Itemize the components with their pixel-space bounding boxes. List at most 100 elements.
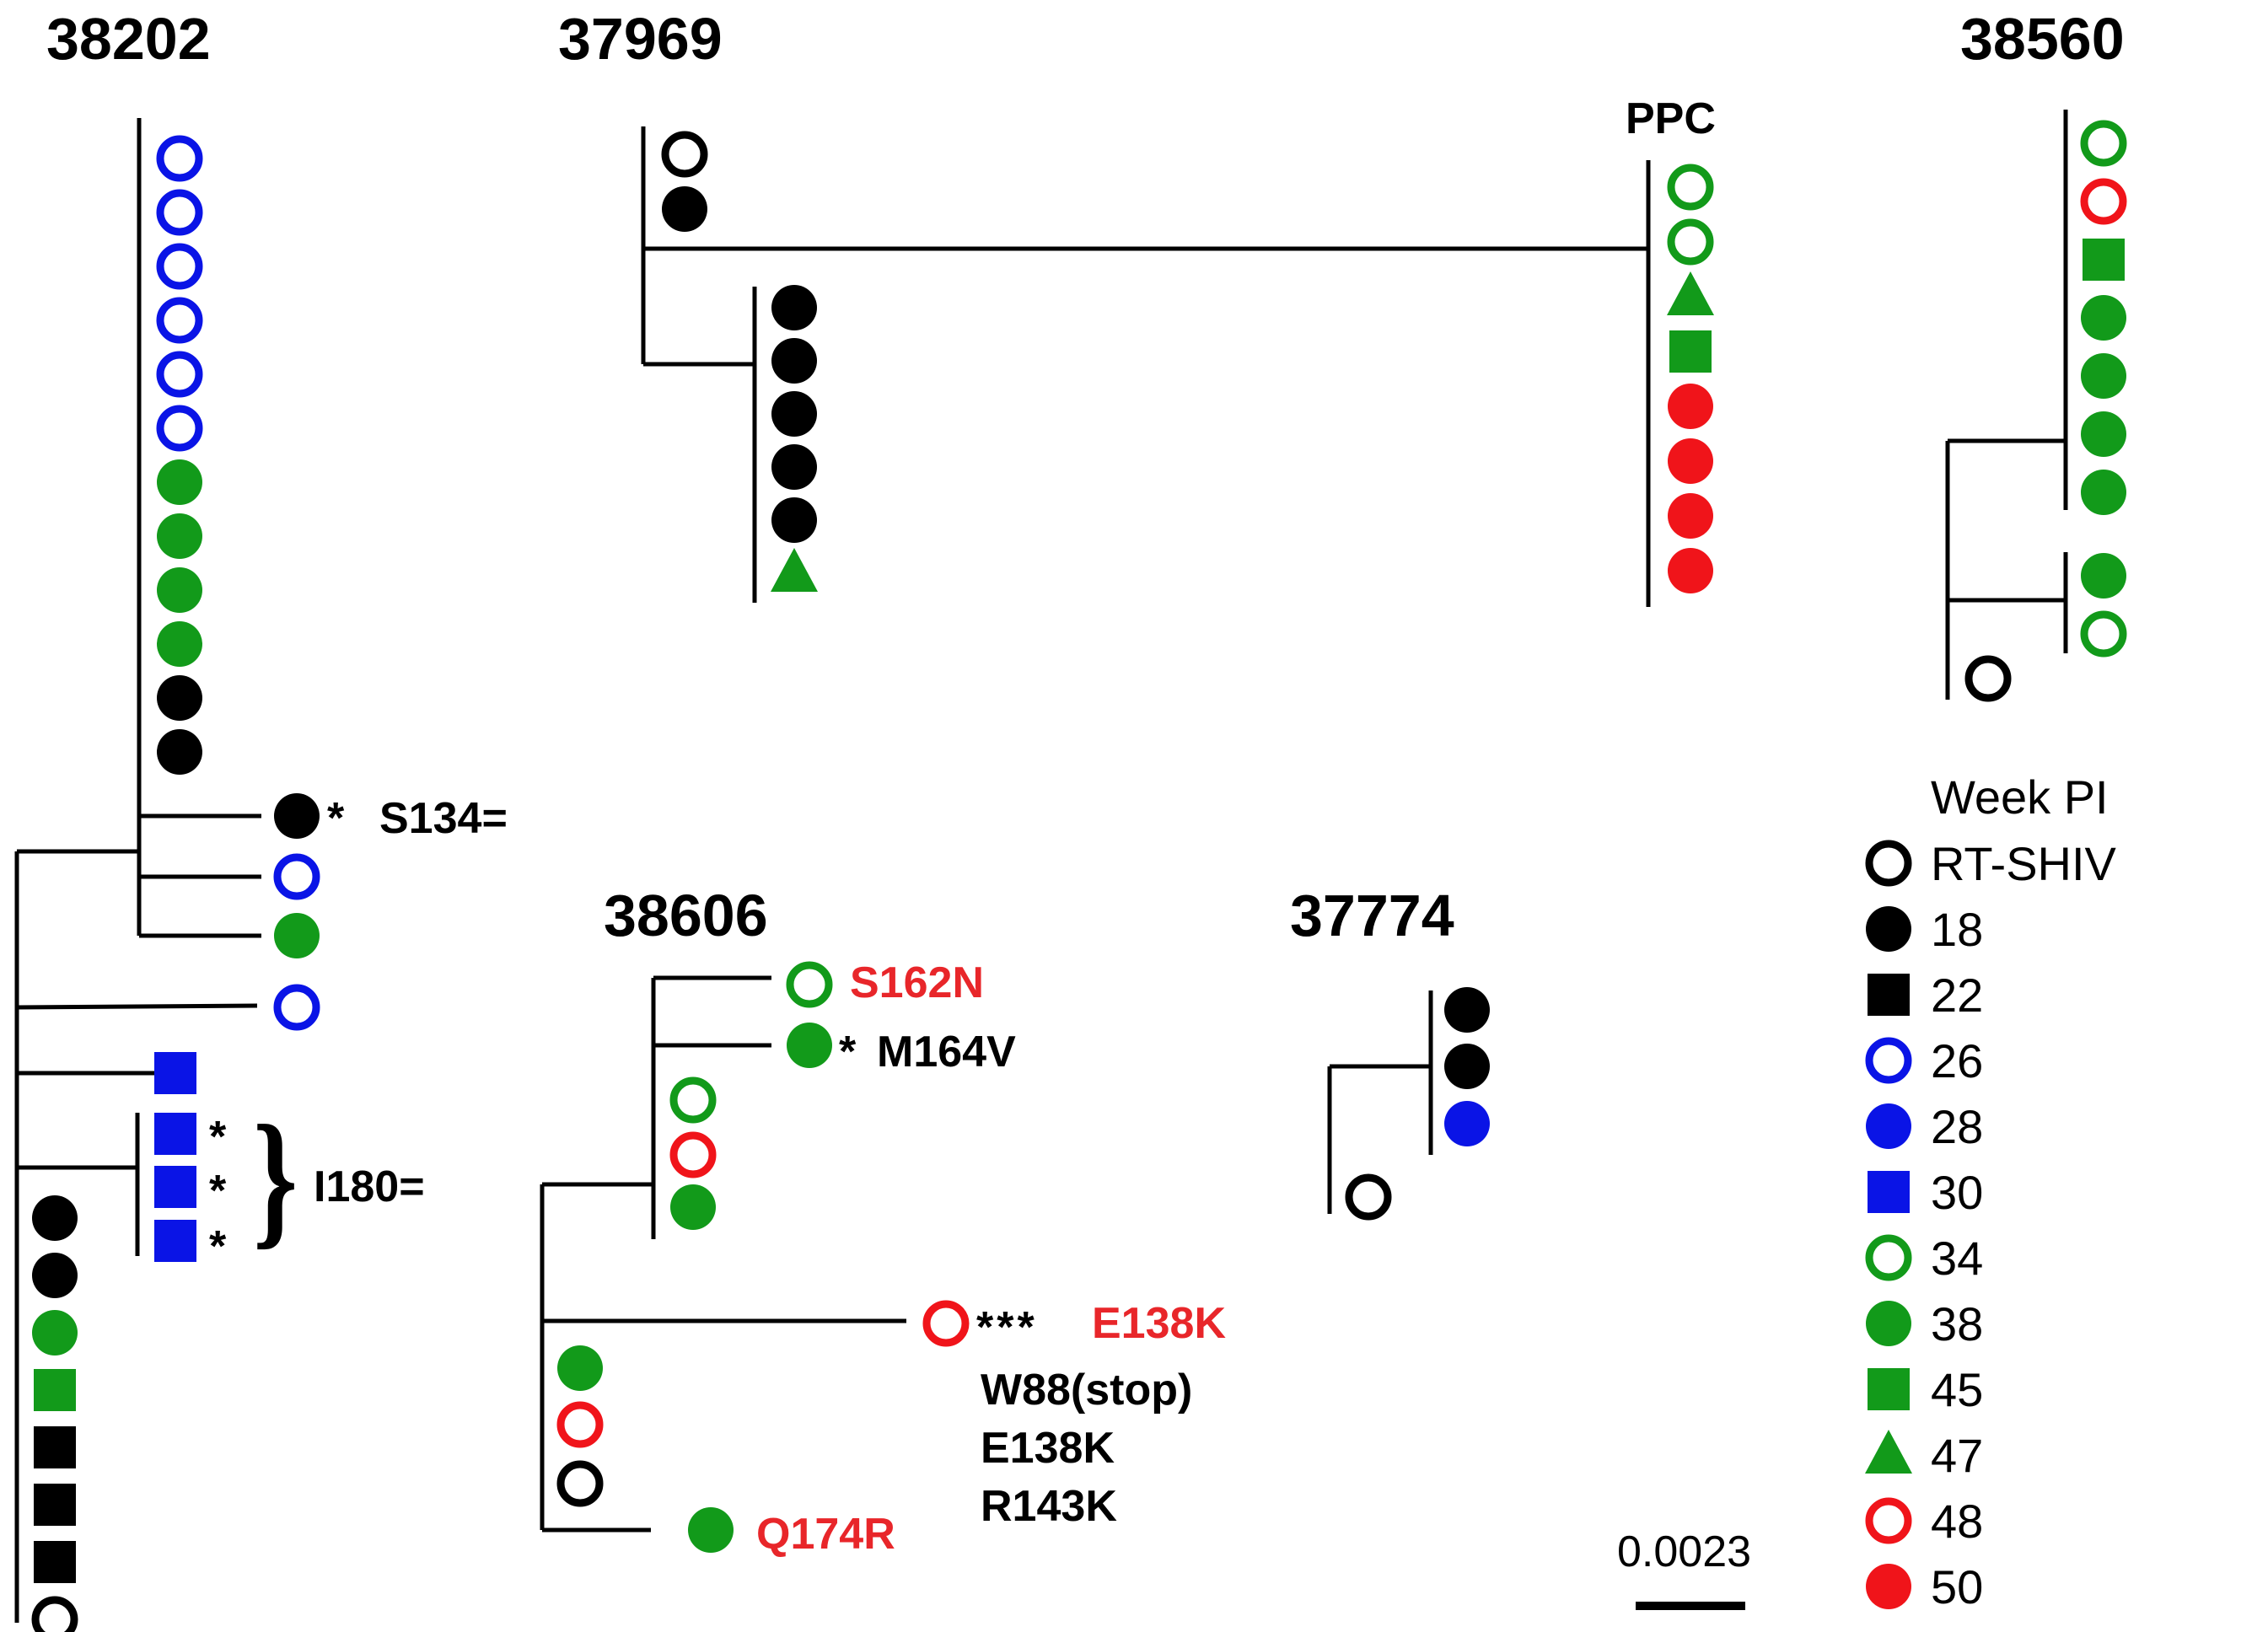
tip-dot-green-51 [2081,470,2126,515]
tip-dot-black-42 [771,444,817,490]
tip-dot-green-61 [557,1345,603,1391]
mutation-s134: S134= [379,794,508,843]
tip-dot-red-36 [1668,438,1713,484]
tip-dot-green-50 [2081,411,2126,457]
tip-square-black-27 [34,1541,76,1583]
tree-title-37774: 37774 [1290,883,1454,948]
tip-ring-red-62 [556,1401,604,1448]
asterisk-e138k: *** [976,1303,1038,1352]
tip-dot-black-11 [157,675,202,721]
tip-ring-red-60 [922,1300,970,1347]
tip-triangle-green-44 [771,548,818,592]
branch-line-7 [16,1003,258,1010]
tip-ring-blue-1 [156,135,203,182]
legend-item-rt-shiv: RT-SHIV [1865,837,2117,890]
tip-ring-green-53 [2080,610,2127,658]
asterisk-s134: * [327,794,345,843]
tip-dot-black-12 [157,729,202,775]
tip-dot-black-21 [32,1195,78,1241]
tip-dot-green-59 [670,1184,716,1230]
legend-marker-dot-black [1866,906,1911,952]
legend-item-26: 26 [1865,1034,1983,1087]
legend-marker-ring-green [1865,1234,1912,1281]
tip-dot-green-8 [157,513,202,559]
tip-ring-green-55 [786,961,833,1008]
scale-bar-value: 0.0023 [1617,1527,1751,1576]
legend-marker-square-blue [1868,1171,1910,1213]
tip-square-green-24 [34,1369,76,1411]
legend-item-38: 38 [1866,1297,1983,1350]
legend-label: 38 [1931,1297,1983,1350]
legend-label: 45 [1931,1363,1983,1416]
mutation-w88-stop: W88(stop) [981,1366,1192,1415]
tip-dot-green-9 [157,567,202,613]
tip-ring-black-54 [1964,655,2012,702]
legend-marker-square-green [1868,1368,1910,1410]
tip-dot-blue-67 [1444,1101,1490,1146]
legend-label: 34 [1931,1232,1983,1285]
tip-ring-blue-6 [156,405,203,452]
tip-square-green-34 [1669,330,1712,373]
asterisk-i180-3: * [209,1222,227,1271]
tip-ring-green-45 [2080,120,2127,167]
tip-ring-black-68 [1345,1173,1392,1221]
brace-i180: } [253,1094,298,1262]
legend-marker-ring-blue [1865,1037,1912,1084]
tip-dot-black-40 [771,338,817,384]
mutation-m164v: M164V [877,1028,1016,1076]
tip-square-blue-20 [154,1220,196,1262]
tip-ring-green-31 [1667,164,1714,211]
tip-dot-green-48 [2081,295,2126,341]
legend-label: 28 [1931,1100,1983,1153]
asterisk-i180-1: * [209,1113,227,1162]
tree-title-38202: 38202 [46,6,211,72]
tip-square-green-47 [2083,239,2125,281]
tip-ring-blue-2 [156,189,203,236]
tip-ring-blue-14 [273,853,320,900]
legend-marker-dot-green [1866,1301,1911,1346]
mutation-e138k: E138K [981,1424,1115,1473]
asterisk-m164v: * [839,1028,857,1076]
legend-item-30: 30 [1868,1166,1983,1219]
legend-marker-ring-black [1865,840,1912,887]
tip-dot-red-38 [1668,548,1713,593]
ppc-label: PPC [1626,94,1716,143]
tip-dot-black-66 [1444,1044,1490,1089]
tip-ring-red-58 [669,1131,717,1178]
tip-dot-green-52 [2081,553,2126,599]
legend-marker-triangle-green [1865,1430,1912,1474]
tip-dot-red-35 [1668,384,1713,429]
tip-ring-green-32 [1667,218,1714,266]
legend-label: 48 [1931,1495,1983,1548]
tree-title-38606: 38606 [604,883,768,948]
tip-ring-blue-16 [273,984,320,1031]
legend-label: 30 [1931,1166,1983,1219]
legend-label: 26 [1931,1034,1983,1087]
tip-dot-green-7 [157,459,202,505]
legend-marker-square-black [1868,974,1910,1016]
legend-item-48: 48 [1865,1495,1983,1548]
legend: Week PI RT-SHIV 18 22 26 28 30 34 38 45 47 48 50 [1865,770,2117,1613]
tip-dot-black-43 [771,497,817,543]
legend-item-47: 47 [1865,1429,1983,1482]
tip-square-blue-19 [154,1166,196,1208]
tip-ring-green-57 [669,1076,717,1124]
tip-dot-black-39 [771,285,817,330]
legend-item-50: 50 [1866,1560,1983,1613]
tip-dot-green-15 [274,913,320,958]
legend-label: RT-SHIV [1931,837,2117,890]
legend-marker-dot-red [1866,1564,1911,1609]
tree-branches [14,110,2068,1623]
tip-dot-green-10 [157,621,202,667]
legend-title: Week PI [1931,770,2109,824]
tip-square-blue-17 [154,1052,196,1094]
legend-label: 50 [1931,1560,1983,1613]
tip-dot-black-41 [771,391,817,437]
tip-dot-black-30 [662,186,707,232]
legend-item-28: 28 [1866,1100,1983,1153]
tip-ring-blue-4 [156,297,203,344]
tip-ring-black-29 [661,131,708,178]
tip-ring-red-46 [2080,178,2127,225]
legend-marker-ring-red [1865,1497,1912,1544]
